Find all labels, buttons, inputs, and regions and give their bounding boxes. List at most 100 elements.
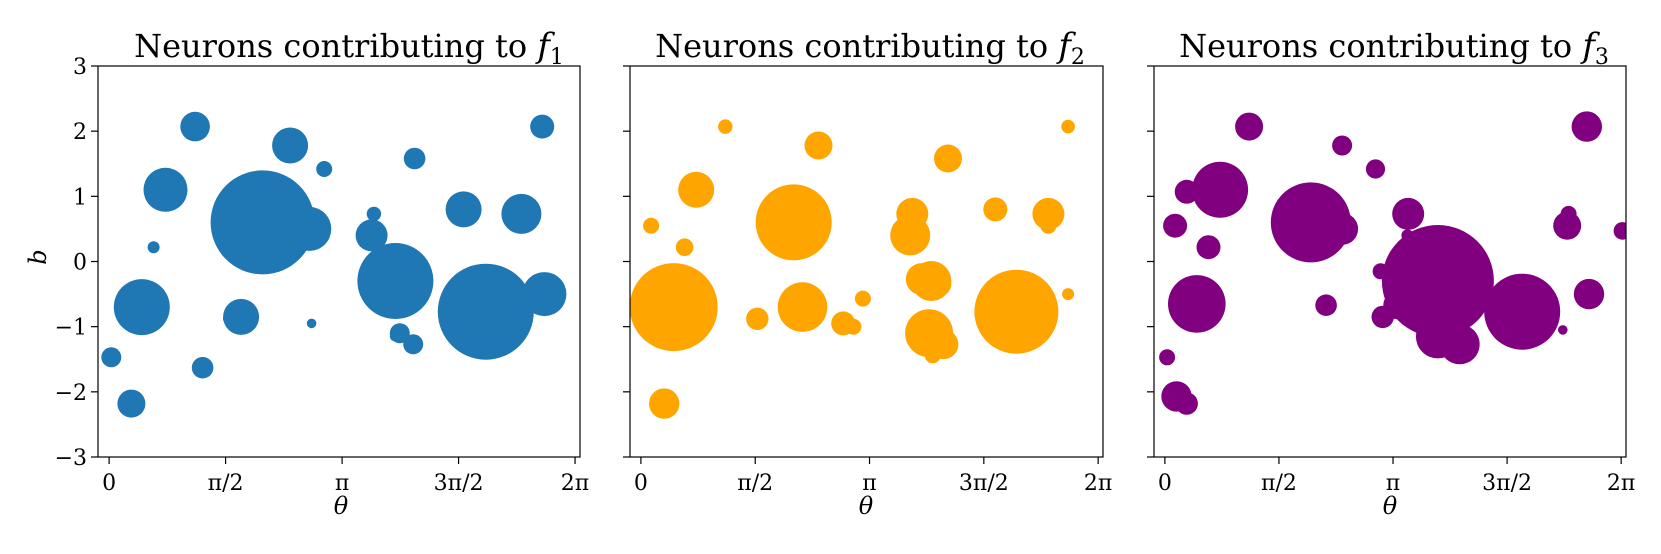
y-tick-label: −3	[55, 446, 87, 471]
panel-title: Neurons contributing to f1	[134, 26, 564, 70]
scatter-point	[1558, 325, 1568, 335]
scatter-point	[1062, 288, 1075, 301]
axes-frame	[629, 65, 1104, 458]
x-tick-label: 0	[1158, 471, 1172, 496]
scatter-point	[1573, 278, 1605, 310]
scatter-point	[147, 241, 160, 254]
scatter-point	[934, 144, 962, 173]
scatter-points	[1159, 111, 1626, 415]
scatter-point	[1175, 392, 1198, 415]
scatter-point	[1163, 213, 1188, 238]
panel-title: Neurons contributing to f2	[655, 26, 1085, 70]
y-tick-label: 0	[73, 251, 87, 276]
scatter-point	[101, 347, 122, 368]
scatter-point	[1613, 222, 1626, 240]
scatter-point	[1270, 182, 1351, 263]
panel-title: Neurons contributing to f3	[1179, 26, 1609, 70]
scatter-point	[928, 329, 959, 360]
scatter-point	[357, 243, 434, 319]
scatter-point	[1235, 112, 1264, 141]
scatter-point	[854, 290, 871, 307]
x-tick-label: 2π	[1084, 471, 1112, 496]
x-tick-label: π/2	[737, 471, 773, 496]
x-tick-label: 3π/2	[959, 471, 1009, 496]
scatter-point	[366, 206, 382, 222]
scatter-point	[845, 318, 862, 335]
scatter-point	[1392, 197, 1425, 230]
axes-frame	[97, 65, 581, 458]
scatter-point	[1032, 197, 1065, 230]
x-tick-label: π	[335, 471, 349, 496]
y-tick-label: 3	[73, 55, 87, 80]
scatter-point	[1168, 275, 1226, 333]
scatter-point	[501, 193, 542, 234]
x-axis-label: θ	[859, 492, 874, 520]
scatter-point	[355, 219, 388, 252]
scatter-point	[403, 147, 426, 170]
scatter-point	[890, 215, 931, 256]
x-tick-label: 2π	[1607, 471, 1635, 496]
scatter-point	[191, 356, 214, 379]
scatter-point	[1159, 349, 1176, 366]
scatter-point	[389, 323, 410, 344]
scatter-point	[1381, 225, 1494, 337]
x-axis-label: θ	[334, 492, 349, 520]
scatter-point	[445, 191, 482, 228]
panel-f1: Neurons contributing to f1 θ b 0 π/2 π 3π/2…	[24, 26, 589, 520]
scatter-point	[1332, 135, 1353, 156]
scatter-point	[812, 222, 825, 235]
scatter-point	[718, 119, 733, 134]
x-tick-label: 3π/2	[1482, 471, 1532, 496]
panel-f3: Neurons contributing to f3 θ 0 π/2 π 3π/2 2π	[1147, 26, 1635, 520]
x-axis-label: θ	[1383, 492, 1398, 520]
scatter-point	[927, 272, 952, 297]
panel-f2: Neurons contributing to f2 θ 0 π/2 π 3π/2 2π	[623, 26, 1112, 520]
scatter-point	[1439, 324, 1480, 365]
y-tick-label: −2	[55, 381, 87, 406]
scatter-point	[143, 167, 188, 212]
y-tick-label: 1	[73, 185, 87, 210]
x-tick-label: 0	[102, 471, 116, 496]
y-tick-label: 2	[73, 120, 87, 145]
scatter-point	[1553, 211, 1582, 240]
scatter-point	[1040, 217, 1057, 234]
scatter-point	[746, 307, 769, 330]
y-tick-label: −1	[55, 316, 87, 341]
scatter-points	[101, 111, 567, 418]
x-tick-label: π/2	[1261, 471, 1297, 496]
scatter-point	[306, 318, 317, 329]
scatter-point	[180, 111, 210, 142]
scatter-point	[1571, 111, 1603, 142]
scatter-point	[777, 282, 828, 332]
scatter-point	[530, 114, 555, 139]
scatter-point	[117, 389, 146, 418]
scatter-point	[804, 131, 833, 160]
scatter-point	[1365, 159, 1386, 179]
scatter-point	[287, 206, 332, 251]
x-tick-label: 2π	[561, 471, 589, 496]
scatter-point	[1061, 119, 1075, 134]
scatter-point	[437, 263, 534, 360]
scatter-point	[1484, 273, 1561, 350]
x-tick-label: π	[1386, 471, 1400, 496]
x-tick-label: π/2	[208, 471, 244, 496]
scatter-point	[974, 269, 1059, 354]
x-tick-label: 3π/2	[434, 471, 484, 496]
scatter-point	[113, 279, 170, 336]
x-tick-label: π	[862, 471, 876, 496]
scatter-point	[210, 170, 315, 275]
scatter-point	[522, 272, 567, 317]
scatter-point	[678, 171, 715, 208]
scatter-point	[316, 161, 333, 177]
scatter-point	[223, 298, 260, 335]
scatter-point	[403, 334, 424, 355]
scatter-point	[272, 127, 309, 164]
scatter-points	[630, 119, 1075, 419]
scatter-point	[1196, 235, 1221, 260]
scatter-point	[1192, 161, 1249, 218]
scatter-point	[675, 238, 694, 256]
scatter-point	[643, 217, 660, 234]
y-axis-label: b	[24, 249, 52, 264]
scatter-point	[1315, 294, 1337, 317]
